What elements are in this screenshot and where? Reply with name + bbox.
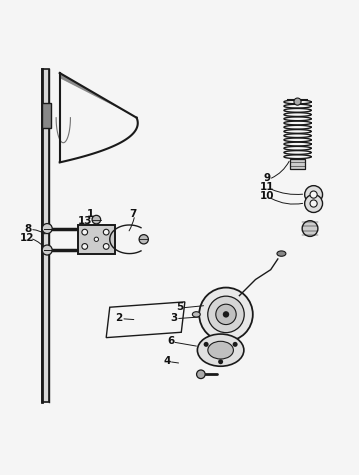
Circle shape [103,244,109,249]
Text: 11: 11 [260,182,274,192]
Circle shape [42,224,52,234]
Circle shape [310,191,317,198]
Circle shape [42,245,52,255]
Circle shape [197,370,205,379]
Circle shape [233,342,238,347]
Text: 2: 2 [115,313,122,323]
Text: 12: 12 [20,232,35,243]
Circle shape [223,311,229,318]
Circle shape [305,186,322,203]
Ellipse shape [208,342,233,359]
Circle shape [94,237,98,241]
Circle shape [204,342,209,347]
Text: 8: 8 [24,224,31,234]
Circle shape [302,221,318,237]
Circle shape [294,98,301,105]
Ellipse shape [197,334,244,366]
Circle shape [216,304,236,324]
Text: 7: 7 [129,209,137,219]
Circle shape [208,296,244,332]
Text: 10: 10 [260,191,274,201]
Ellipse shape [192,312,200,317]
Circle shape [310,200,317,207]
Bar [42,69,49,402]
Bar [42,104,51,128]
Bar [78,225,115,254]
Circle shape [92,215,101,224]
Bar [290,159,305,169]
Text: 1: 1 [87,209,94,219]
Circle shape [82,244,88,249]
Text: 13: 13 [78,217,92,227]
Circle shape [305,195,322,212]
Circle shape [82,229,88,235]
Text: 6: 6 [167,336,174,346]
Text: 9: 9 [264,173,271,183]
Circle shape [103,229,109,235]
Circle shape [199,287,253,341]
Circle shape [218,359,223,364]
Text: 3: 3 [171,313,178,323]
Text: 5: 5 [176,302,183,312]
Circle shape [139,235,148,244]
Text: 4: 4 [163,356,171,366]
Ellipse shape [277,251,286,256]
